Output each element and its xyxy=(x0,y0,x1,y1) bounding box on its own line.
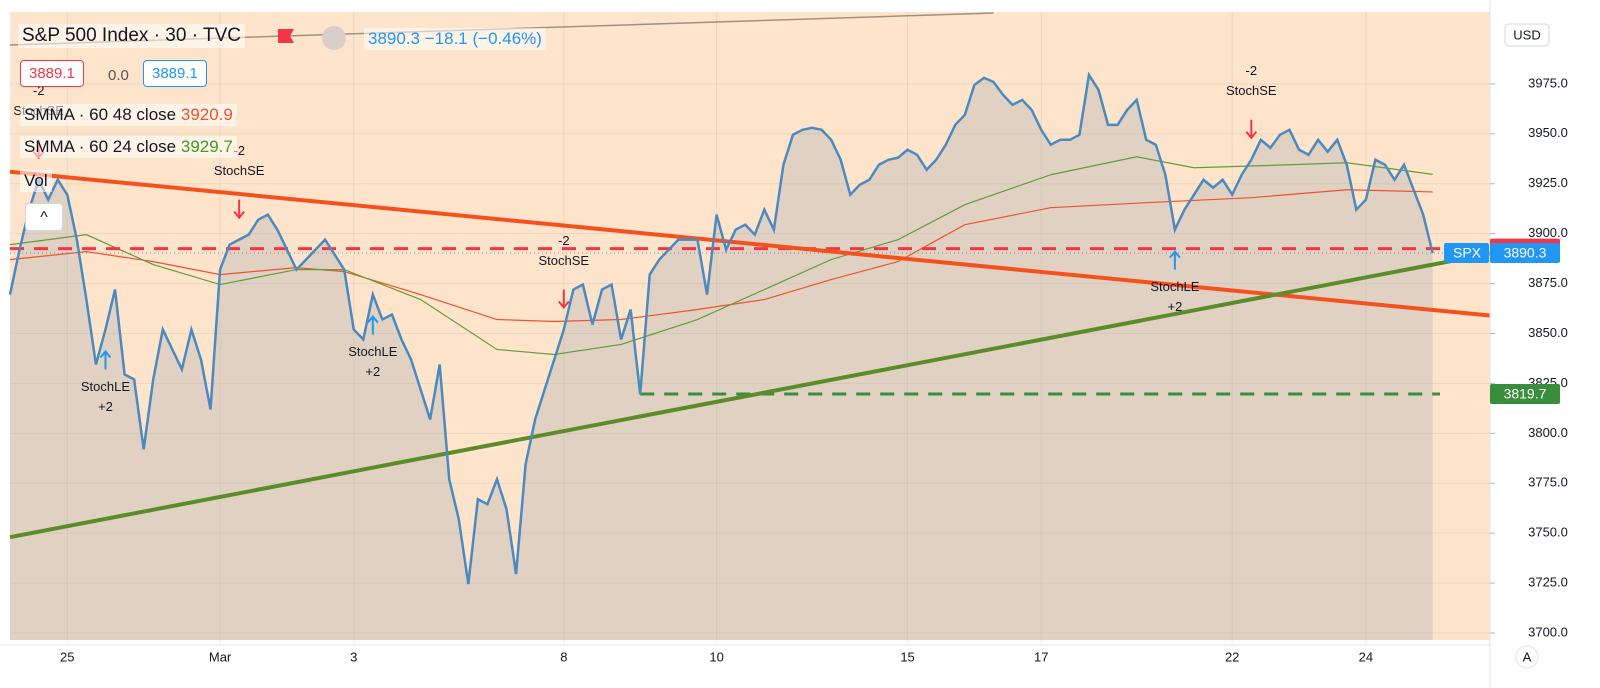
signal-qty: -2 xyxy=(33,83,45,98)
last-price: 3890.3 xyxy=(368,29,420,48)
x-tick-label: 3 xyxy=(350,649,357,664)
change: −18.1 xyxy=(424,29,468,48)
indicator-value: 3920.9 xyxy=(180,105,233,124)
signal-arrowhead xyxy=(1245,131,1258,140)
signal-qty: -2 xyxy=(1246,63,1258,78)
signal-label: StochSE xyxy=(1226,83,1277,98)
last-price-label-box xyxy=(1490,243,1560,264)
x-tick-label: 17 xyxy=(1034,649,1048,664)
signal-qty: +2 xyxy=(1167,299,1182,314)
y-tick-label: 3925.0 xyxy=(1528,175,1568,190)
symbol-label: SPX xyxy=(1453,245,1482,261)
y-tick-label: 3850.0 xyxy=(1528,325,1568,340)
signal-qty: +2 xyxy=(365,364,380,379)
trend-line xyxy=(9,169,1491,318)
price-line xyxy=(8,71,1434,585)
signal-arrowhead xyxy=(99,349,112,359)
signal-qty: -2 xyxy=(558,233,570,248)
ask-button[interactable]: 3889.1 xyxy=(143,60,207,87)
indicator-line xyxy=(9,189,1433,323)
indicator-legend: SMMA · 60 24 close 3929.7 xyxy=(20,136,237,158)
indicator-legend: SMMA · 60 48 close 3920.9 xyxy=(20,104,237,126)
signal-label: StochLE xyxy=(348,344,397,359)
level-label-box xyxy=(1490,383,1560,404)
signal-arrowhead xyxy=(1169,250,1181,259)
last-price-label: 3890.3 xyxy=(1504,245,1547,261)
signal-arrowhead xyxy=(233,210,245,220)
volume-legend: Vol xyxy=(20,170,52,192)
price-change: 3890.3 −18.1 (−0.46%) xyxy=(364,28,546,50)
x-tick-label: Mar xyxy=(209,649,232,664)
indicator-value: 3929.7 xyxy=(180,137,233,156)
y-tick-label: 3750.0 xyxy=(1528,525,1568,540)
signal-arrowhead xyxy=(367,314,379,324)
x-tick-label: 10 xyxy=(709,649,723,664)
collapse-button[interactable]: ^ xyxy=(25,203,63,231)
trend-line xyxy=(9,251,1491,540)
signal-label: StochLE xyxy=(1150,279,1199,294)
change-pct: (−0.46%) xyxy=(472,29,542,48)
x-tick-label: 24 xyxy=(1359,649,1373,664)
signal-label: StochLE xyxy=(81,379,130,394)
x-tick-label: 8 xyxy=(560,649,567,664)
indicator-name: SMMA · 60 24 close xyxy=(24,137,177,156)
y-tick-label: 3800.0 xyxy=(1528,425,1568,440)
x-tick-label: 22 xyxy=(1225,649,1239,664)
flag-icon[interactable] xyxy=(278,29,294,43)
chart-title: S&P 500 Index · 30 · TVC xyxy=(18,24,245,48)
price-area xyxy=(10,74,1433,640)
x-tick-label: 25 xyxy=(60,649,74,664)
y-tick-label: 3700.0 xyxy=(1528,624,1568,639)
indicator-name: SMMA · 60 48 close xyxy=(24,105,177,124)
market-status-icon[interactable] xyxy=(322,26,346,50)
scale-mode-button[interactable] xyxy=(1515,645,1539,669)
signal-arrowhead xyxy=(558,300,570,310)
signal-label: StochSE xyxy=(214,163,265,178)
y-tick-label: 3775.0 xyxy=(1528,475,1568,490)
y-tick-label: 3725.0 xyxy=(1528,575,1568,590)
y-tick-label: 3875.0 xyxy=(1528,275,1568,290)
indicator-line xyxy=(9,156,1433,356)
bid-button[interactable]: 3889.1 xyxy=(20,60,84,87)
currency-box[interactable] xyxy=(1504,23,1550,47)
plot-background xyxy=(10,12,1490,640)
currency: USD xyxy=(1513,27,1540,42)
level-label: 3819.7 xyxy=(1504,386,1547,402)
scale-mode: A xyxy=(1523,649,1532,664)
y-tick-label: 3900.0 xyxy=(1528,225,1568,240)
y-tick-label: 3975.0 xyxy=(1528,75,1568,90)
signal-label: StochSE xyxy=(539,253,590,268)
y-tick-label: 3950.0 xyxy=(1528,125,1568,140)
axes: 3700.03725.03750.03775.03800.03825.03850… xyxy=(60,75,1568,664)
x-tick-label: 15 xyxy=(900,649,914,664)
signal-qty: -2 xyxy=(233,143,245,158)
symbol-box xyxy=(1444,243,1489,264)
spread: 0.0 xyxy=(108,67,129,84)
signal-qty: +2 xyxy=(98,399,113,414)
